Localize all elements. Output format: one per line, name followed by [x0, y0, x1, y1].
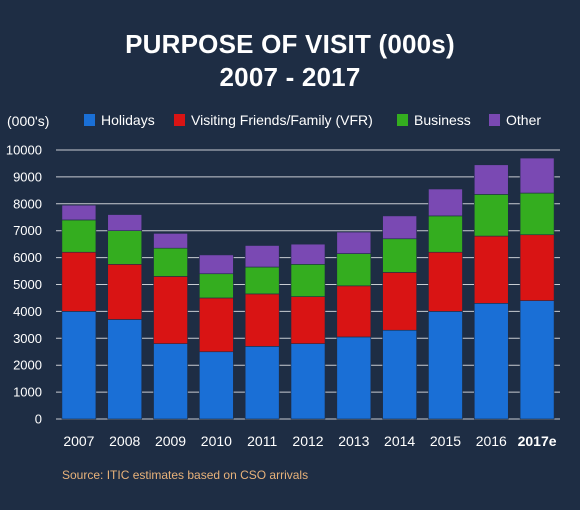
- bar-segment-2015-1: [428, 311, 463, 420]
- x-tick-label: 2011: [247, 433, 277, 449]
- y-tick-label: 2000: [13, 358, 42, 373]
- x-tick-label: 2013: [338, 433, 369, 449]
- bar-segment-2012-2: [290, 296, 326, 344]
- x-tick-label: 2008: [109, 433, 140, 449]
- legend-label: Other: [506, 112, 541, 128]
- chart-title-block: PURPOSE OF VISIT (000s) 2007 - 2017: [0, 28, 580, 94]
- y-tick-label: 0: [35, 412, 42, 427]
- x-tick-label: 2007: [63, 433, 94, 449]
- bar-segment-2017e-1: [519, 300, 555, 420]
- y-tick-label: 5000: [13, 277, 42, 292]
- bar-segment-2010-3: [199, 273, 234, 299]
- bar-segment-2013-3: [336, 253, 372, 287]
- bar-segment-2015-4: [428, 188, 463, 217]
- x-tick-label: 2010: [201, 433, 232, 449]
- bar-segment-2008-3: [107, 230, 143, 265]
- bar-segment-2007-2: [61, 251, 97, 312]
- bar-segment-2013-1: [336, 336, 372, 420]
- bar-segment-2014-4: [382, 215, 417, 240]
- bar-segment-2014-1: [382, 329, 417, 420]
- bar-segment-2015-2: [428, 251, 463, 312]
- y-tick-label: 1000: [13, 385, 42, 400]
- x-tick-label: 2012: [292, 433, 323, 449]
- bar-segment-2014-2: [382, 272, 417, 331]
- bar-segment-2007-4: [61, 204, 97, 221]
- legend-swatch: [489, 114, 500, 126]
- bar-segment-2009-1: [153, 343, 188, 420]
- legend-swatch: [84, 114, 95, 126]
- bar-segment-2010-1: [199, 351, 234, 420]
- chart-subtitle: 2007 - 2017: [219, 62, 361, 92]
- bar-segment-2008-1: [107, 319, 143, 420]
- bar-segment-2009-3: [153, 247, 188, 277]
- y-tick-label: 9000: [13, 169, 42, 184]
- bar-segment-2012-4: [290, 243, 326, 265]
- legend-label: Business: [414, 112, 471, 128]
- bar-segment-2009-2: [153, 276, 188, 344]
- bar-segment-2013-2: [336, 285, 372, 338]
- bar-segment-2009-4: [153, 233, 188, 249]
- bar-segment-2017e-3: [519, 192, 555, 236]
- y-tick-label: 3000: [13, 331, 42, 346]
- x-tick-label: 2014: [384, 433, 415, 449]
- bar-segment-2010-2: [199, 297, 234, 353]
- bar-segment-2010-4: [199, 254, 234, 275]
- legend-swatch: [397, 114, 408, 126]
- bar-segment-2012-3: [290, 264, 326, 297]
- legend-label: Holidays: [101, 112, 155, 128]
- bar-segment-2017e-4: [519, 157, 555, 194]
- bar-segment-2013-4: [336, 231, 372, 254]
- source-note: Source: ITIC estimates based on CSO arri…: [62, 468, 309, 482]
- x-tick-label: 2009: [155, 433, 186, 449]
- legend-label: Visiting Friends/Family (VFR): [191, 112, 373, 128]
- y-axis-ticks: 0 1000 2000 3000 4000 5000 6000 7000 8000 9000 100…: [6, 143, 42, 427]
- bar-segment-2011-2: [244, 293, 280, 347]
- bars: [61, 157, 555, 420]
- x-tick-label: 2015: [430, 433, 461, 449]
- chart-title: PURPOSE OF VISIT (000s): [125, 29, 455, 59]
- legend-swatch: [174, 114, 185, 126]
- x-axis-ticks: 2007 2008 2009 2010 2011 2012 2013 2014 2015 2016…: [63, 433, 556, 449]
- bar-segment-2017e-2: [519, 234, 555, 301]
- bar-segment-2011-1: [244, 346, 280, 420]
- y-axis-label: (000's): [7, 113, 49, 129]
- bar-segment-2008-2: [107, 264, 143, 320]
- bar-segment-2014-3: [382, 238, 417, 273]
- bar-segment-2016-4: [473, 164, 509, 195]
- bar-segment-2008-4: [107, 214, 143, 231]
- y-tick-label: 10000: [6, 143, 42, 158]
- bar-segment-2007-3: [61, 219, 97, 253]
- bar-segment-2016-2: [473, 235, 509, 304]
- x-tick-label: 2016: [476, 433, 507, 449]
- y-tick-label: 4000: [13, 304, 42, 319]
- y-tick-label: 6000: [13, 250, 42, 265]
- bar-segment-2016-1: [473, 303, 509, 420]
- legend: Holidays Visiting Friends/Family (VFR) Bus…: [84, 112, 541, 128]
- bar-segment-2011-4: [244, 245, 280, 268]
- x-tick-label: 2017e: [518, 433, 557, 449]
- bar-segment-2007-1: [61, 311, 97, 420]
- bar-segment-2012-1: [290, 343, 326, 420]
- y-tick-label: 8000: [13, 196, 42, 211]
- y-tick-label: 7000: [13, 223, 42, 238]
- bar-segment-2011-3: [244, 266, 280, 295]
- bar-segment-2015-3: [428, 215, 463, 253]
- bar-segment-2016-3: [473, 194, 509, 237]
